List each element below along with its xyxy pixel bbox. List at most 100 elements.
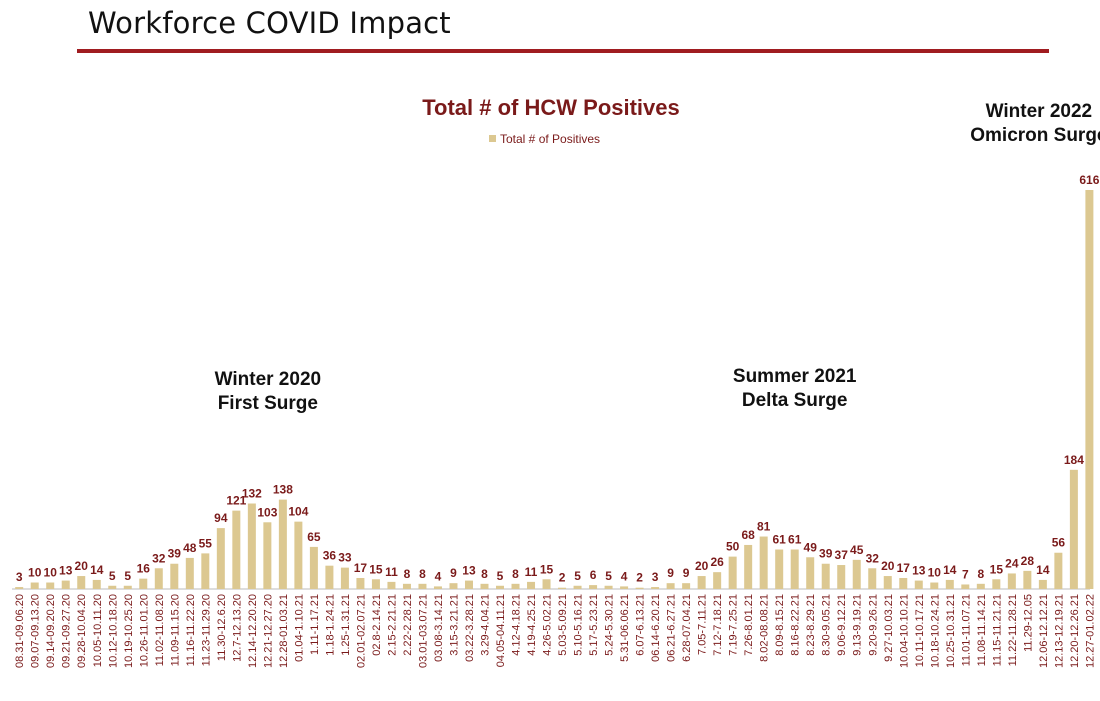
x-tick-label-09.07-09.13.20: 09.07-09.13.20 <box>30 594 42 668</box>
x-tick-label-3.29-4.04.21: 3.29-4.04.21 <box>480 594 492 656</box>
x-tick-label-10.05-10.11.20: 10.05-10.11.20 <box>92 594 104 667</box>
data-label-5.10-5.16.21: 5 <box>574 569 581 583</box>
bar-1.25-1.31.21 <box>340 567 349 590</box>
x-tick-label-9.13-9.19.21: 9.13-9.19.21 <box>852 594 864 656</box>
bar-5.31-06.06.21 <box>620 586 629 589</box>
data-label-09.28-10.04.20: 20 <box>75 559 89 573</box>
data-label-02.8-2.14.21: 15 <box>369 562 383 576</box>
x-tick-label-5.10-5.16.21: 5.10-5.16.21 <box>573 594 585 656</box>
bar-03.08-3.14.21 <box>433 586 442 589</box>
x-tick-label-7.05-7.11.21: 7.05-7.11.21 <box>697 594 709 655</box>
x-tick-label-11.23-11.29.20: 11.23-11.29.20 <box>200 594 212 666</box>
data-label-04.05-04.11.21: 5 <box>497 569 504 583</box>
bar-08.31-09.06.20 <box>15 587 24 589</box>
x-tick-label-11.15-11.21.21: 11.15-11.21.21 <box>991 594 1003 666</box>
x-tick-label-12.14-12.20.20: 12.14-12.20.20 <box>247 594 259 668</box>
x-tick-label-5.17-5.23.21: 5.17-5.23.21 <box>588 594 600 656</box>
bar-10.19-10.25.20 <box>123 585 132 589</box>
data-label-10.26-11.01.20: 16 <box>137 562 151 576</box>
bar-06.21-6.27.21 <box>666 583 675 589</box>
bar-11.29-12.05 <box>1023 570 1032 589</box>
data-label-12.20-12.26.21: 184 <box>1064 453 1084 467</box>
x-tick-label-5.31-06.06.21: 5.31-06.06.21 <box>619 594 631 662</box>
annotation-winter-2022: Winter 2022 Omicron Surge <box>970 101 1100 146</box>
bar-10.26-11.01.20 <box>139 578 148 589</box>
data-label-11.15-11.21.21: 15 <box>990 562 1004 576</box>
bar-11.30-12.6.20 <box>216 528 225 589</box>
bar-9.20-9.26.21 <box>868 568 877 589</box>
bar-12.21-12.27.20 <box>263 522 272 589</box>
bar-6.28-07.04.21 <box>682 583 691 589</box>
bars-group <box>15 190 1094 590</box>
bar-10.18-10.24.21 <box>930 582 939 589</box>
x-tick-label-1.25-1.31.21: 1.25-1.31.21 <box>340 594 352 656</box>
data-label-06.21-6.27.21: 9 <box>667 566 674 580</box>
bar-11.15-11.21.21 <box>992 579 1001 589</box>
bar-10.05-10.11.20 <box>92 579 101 589</box>
x-tick-label-10.19-10.25.20: 10.19-10.25.20 <box>123 594 135 668</box>
x-tick-label-8.30-9.05.21: 8.30-9.05.21 <box>821 594 833 656</box>
data-label-10.04-10.10.21: 17 <box>897 561 911 575</box>
x-tick-label-1.18-1.24.21: 1.18-1.24.21 <box>324 594 336 656</box>
x-tick-label-7.26-8.01.21: 7.26-8.01.21 <box>743 594 755 656</box>
bar-4.19-4.25.21 <box>527 581 536 590</box>
x-tick-label-4.26-5.02.21: 4.26-5.02.21 <box>542 594 554 656</box>
bar-12.7-12.13.20 <box>232 510 241 590</box>
bar-7.26-8.01.21 <box>744 544 753 589</box>
x-tick-label-09.14-09.20.20: 09.14-09.20.20 <box>45 594 57 668</box>
data-label-7.12-7.18.21: 26 <box>710 555 724 569</box>
x-tick-labels-group: 08.31-09.06.20 09.07-09.13.20 09.14-09.20.… <box>14 594 1096 668</box>
data-label-7.05-7.11.21: 20 <box>695 559 709 573</box>
x-tick-label-11.30-12.6.20: 11.30-12.6.20 <box>216 594 228 661</box>
data-label-01.04-1.10.21: 104 <box>288 505 308 519</box>
data-label-3.29-4.04.21: 8 <box>481 567 488 581</box>
data-label-5.03-5.09.21: 2 <box>559 571 566 585</box>
data-label-12.28-01.03.21: 138 <box>273 483 293 497</box>
bar-1.11-1.17.21 <box>309 546 318 589</box>
bar-3.29-4.04.21 <box>480 583 489 589</box>
data-label-10.05-10.11.20: 14 <box>90 563 104 577</box>
x-tick-label-7.19-7.25.21: 7.19-7.25.21 <box>728 594 740 656</box>
bar-3.15-3.21.21 <box>449 583 458 589</box>
data-label-8.16-8.22.21: 61 <box>788 532 802 546</box>
data-label-11.02-11.08.20: 32 <box>152 551 166 565</box>
data-label-03.22-3.28.21: 13 <box>462 564 476 578</box>
bar-11.01-11.07.21 <box>961 584 970 589</box>
x-tick-label-8.23-8.29.21: 8.23-8.29.21 <box>805 594 817 656</box>
bar-10.12-10.18.20 <box>108 585 117 589</box>
x-tick-label-01.04-1.10.21: 01.04-1.10.21 <box>293 594 305 662</box>
x-tick-label-8.09-8.15.21: 8.09-8.15.21 <box>774 594 786 656</box>
x-tick-label-12.06-12.12.21: 12.06-12.12.21 <box>1038 594 1050 668</box>
x-tick-label-10.26-11.01.20: 10.26-11.01.20 <box>138 594 150 667</box>
bar-10.04-10.10.21 <box>899 577 908 589</box>
bar-12.27-01.02.22 <box>1085 190 1094 589</box>
x-tick-label-11.02-11.08.20: 11.02-11.08.20 <box>154 594 166 666</box>
legend-entry-label: Total # of Positives <box>500 132 600 146</box>
bar-09.07-09.13.20 <box>30 582 39 589</box>
x-tick-label-04.05-04.11.21: 04.05-04.11.21 <box>495 594 507 667</box>
bar-7.12-7.18.21 <box>713 572 722 589</box>
x-tick-label-4.19-4.25.21: 4.19-4.25.21 <box>526 594 538 656</box>
x-tick-label-3.15-3.21.21: 3.15-3.21.21 <box>448 594 460 656</box>
bar-11.23-11.29.20 <box>201 553 210 590</box>
data-label-10.12-10.18.20: 5 <box>109 569 116 583</box>
bar-03.01-03.07.21 <box>418 583 427 589</box>
x-tick-label-11.01-11.07.21: 11.01-11.07.21 <box>960 594 972 666</box>
x-tick-label-4.12-4.18.21: 4.12-4.18.21 <box>511 594 523 656</box>
data-label-7.26-8.01.21: 68 <box>741 528 755 542</box>
data-label-2.22-2.28.21: 8 <box>404 567 411 581</box>
x-tick-label-10.11-10.17.21: 10.11-10.17.21 <box>914 594 926 667</box>
bar-1.18-1.24.21 <box>325 565 334 589</box>
x-tick-label-8.16-8.22.21: 8.16-8.22.21 <box>790 594 802 656</box>
data-label-1.18-1.24.21: 36 <box>323 549 337 563</box>
annotation-summer-2021: Summer 2021 Delta Surge <box>733 366 857 411</box>
bar-6.07-6.13.21 <box>635 587 644 589</box>
bar-8.30-9.05.21 <box>821 563 830 589</box>
bar-8.09-8.15.21 <box>775 549 784 589</box>
x-tick-label-11.22-11.28.21: 11.22-11.28.21 <box>1007 594 1019 666</box>
data-label-12.06-12.12.21: 14 <box>1036 563 1050 577</box>
x-tick-label-10.18-10.24.21: 10.18-10.24.21 <box>929 594 941 668</box>
bar-2.22-2.28.21 <box>402 583 411 589</box>
x-tick-label-2.15-2.21.21: 2.15-2.21.21 <box>386 594 398 656</box>
